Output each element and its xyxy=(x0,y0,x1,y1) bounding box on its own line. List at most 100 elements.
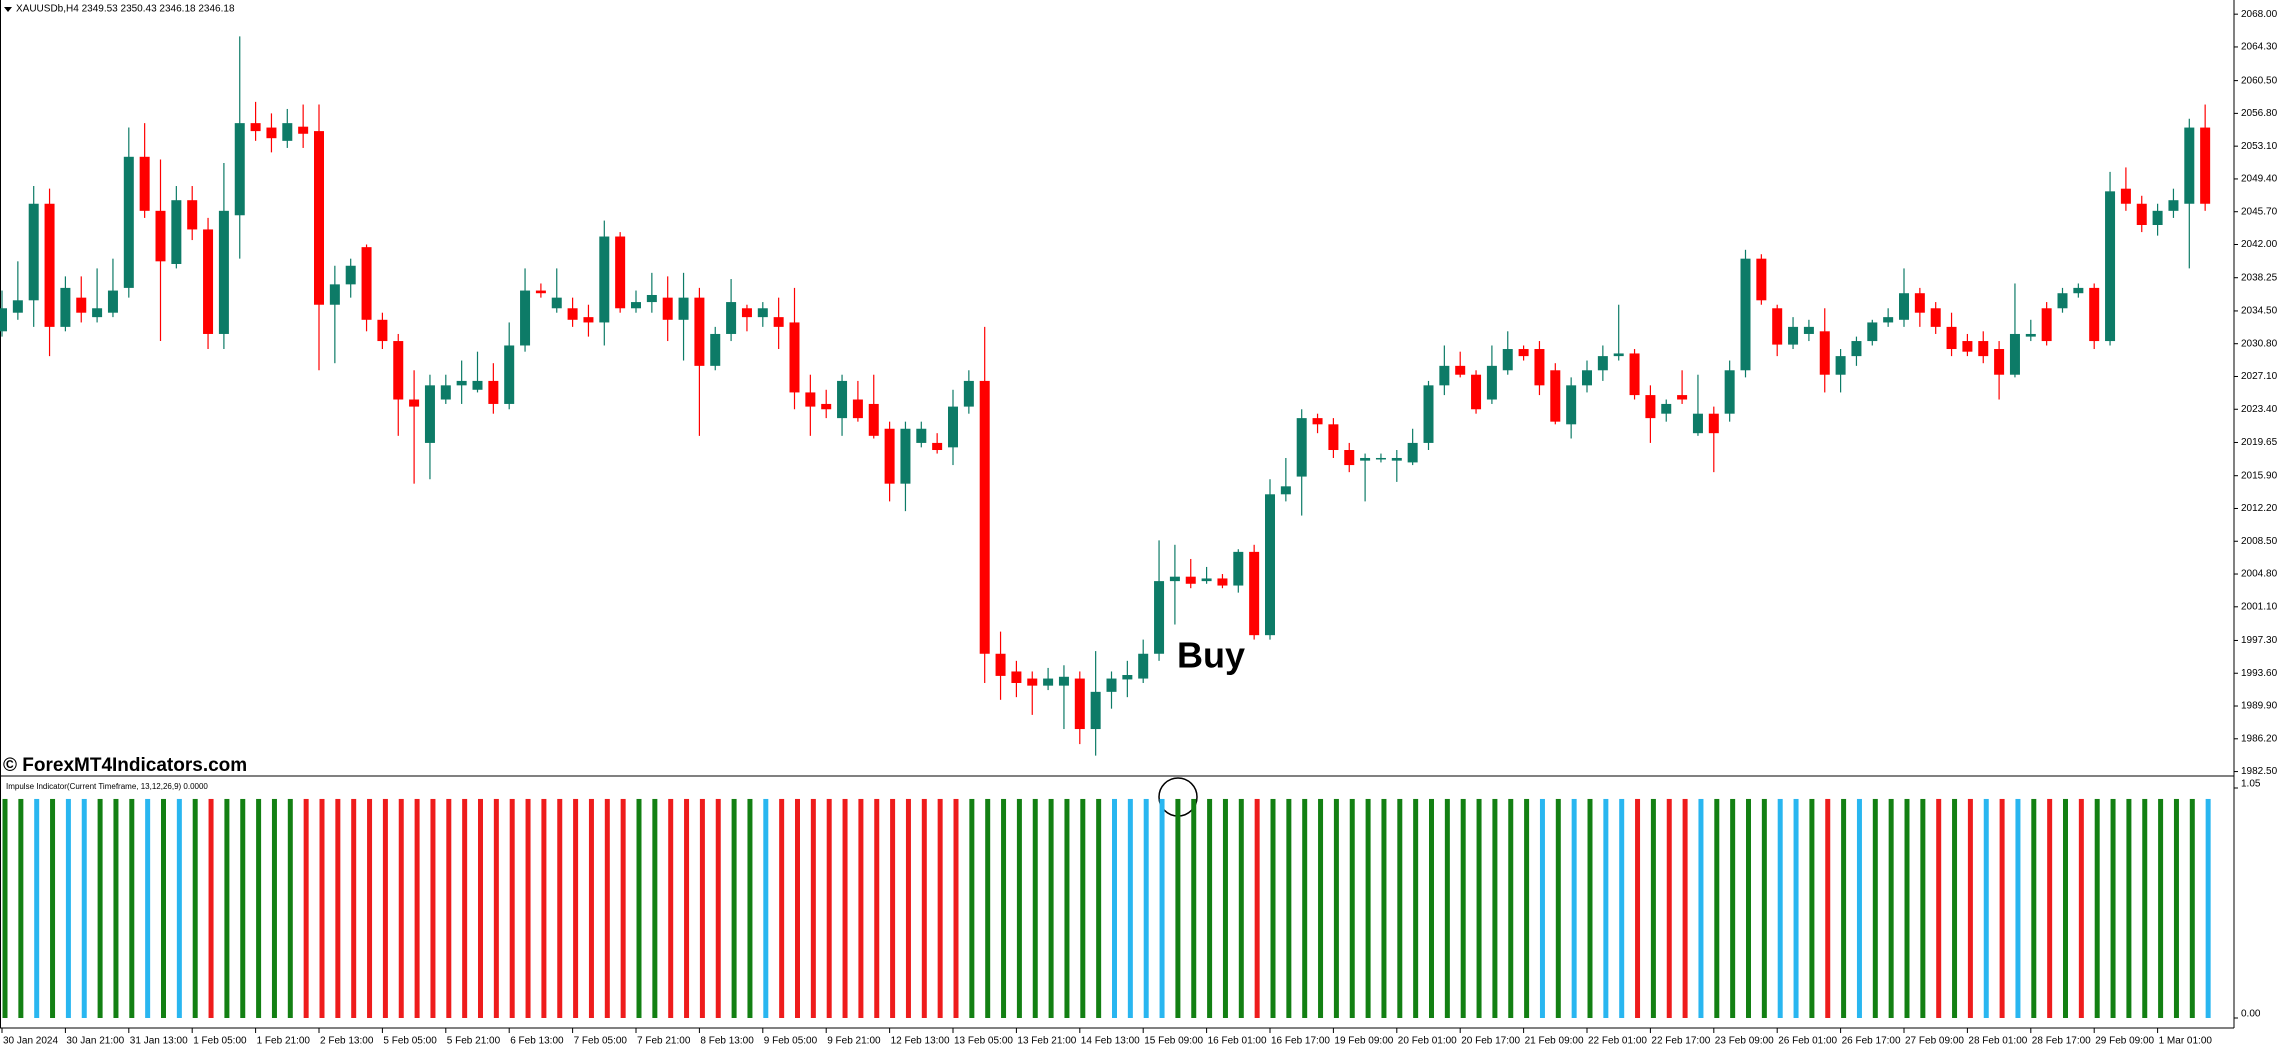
y-tick-label: 2019.65 xyxy=(2241,437,2278,448)
candle-body xyxy=(1645,395,1656,419)
candle-body xyxy=(171,200,182,264)
candle-body xyxy=(948,406,958,448)
indicator-bar xyxy=(668,798,674,1018)
indicator-bar xyxy=(2063,798,2068,1018)
indicator-bar xyxy=(874,798,880,1018)
indicator-bar xyxy=(858,798,864,1018)
indicator-bar xyxy=(2,798,8,1018)
candle-body xyxy=(916,428,927,443)
candle-body xyxy=(1439,365,1450,386)
x-tick-label: 5 Feb 21:00 xyxy=(447,1036,501,1047)
indicator-bar xyxy=(779,798,785,1018)
candle-body xyxy=(1391,457,1402,461)
candle-body xyxy=(2025,333,2036,337)
indicator-bar xyxy=(1048,798,1054,1018)
indicator-bar xyxy=(478,798,483,1018)
indicator-bar xyxy=(367,798,373,1018)
indicator-bar xyxy=(1856,798,1862,1018)
y-tick-label: 2008.50 xyxy=(2241,536,2278,547)
candle-body xyxy=(821,403,832,410)
y-tick-label: 2060.50 xyxy=(2241,75,2278,86)
candle-body xyxy=(1946,326,1957,350)
candle-body xyxy=(1978,341,1989,357)
candle-body xyxy=(266,127,277,139)
indicator-bar xyxy=(1397,798,1403,1018)
candle-body xyxy=(1011,671,1022,683)
x-tick-label: 1 Feb 05:00 xyxy=(193,1036,247,1047)
indicator-bar xyxy=(1222,798,1228,1018)
candle-body xyxy=(203,229,214,334)
x-tick-label: 20 Feb 17:00 xyxy=(1461,1036,1520,1047)
indicator-bar xyxy=(2189,798,2195,1018)
indicator-bar xyxy=(224,798,230,1018)
candle-body xyxy=(1122,675,1133,680)
indicator-bar xyxy=(2126,798,2132,1018)
indicator-bar xyxy=(414,798,420,1018)
candle-body xyxy=(393,341,404,400)
y-tick-label: 2042.00 xyxy=(2241,239,2278,250)
candle-body xyxy=(60,287,71,327)
candle-body xyxy=(710,333,721,366)
indicator-bar xyxy=(1333,798,1339,1018)
indicator-bar xyxy=(1476,798,1482,1018)
candle-body xyxy=(1201,578,1212,582)
candle-body xyxy=(1724,370,1735,414)
indicator-bar xyxy=(2158,798,2164,1018)
x-tick-label: 16 Feb 01:00 xyxy=(1208,1036,1267,1047)
x-tick-label: 19 Feb 09:00 xyxy=(1334,1036,1393,1047)
candle-body xyxy=(2089,287,2100,342)
indicator-bar xyxy=(2205,798,2211,1018)
indicator-bar xyxy=(1143,798,1149,1018)
candle-body xyxy=(1930,308,1941,327)
candle-body xyxy=(139,156,150,211)
y-tick-label: 2053.10 xyxy=(2241,141,2278,152)
indicator-bar xyxy=(541,798,547,1018)
indicator-bar xyxy=(1349,798,1355,1018)
indicator-bar xyxy=(2047,798,2053,1018)
y-tick-label: 2038.25 xyxy=(2241,272,2278,283)
indicator-bar xyxy=(1159,798,1165,1018)
indicator-bar xyxy=(1191,798,1197,1018)
candle-body xyxy=(44,203,55,327)
indicator-bar xyxy=(1635,798,1641,1018)
indicator-bar xyxy=(2078,798,2084,1018)
indicator-bar xyxy=(588,798,594,1018)
candle-body xyxy=(520,290,531,346)
indicator-bar xyxy=(1429,798,1434,1018)
indicator-bar xyxy=(1286,798,1292,1018)
candle-body xyxy=(1502,349,1513,371)
candle-body xyxy=(1090,691,1101,730)
x-tick-label: 6 Feb 13:00 xyxy=(510,1036,564,1047)
indicator-bar xyxy=(1587,798,1593,1018)
candle-body xyxy=(1534,349,1545,386)
x-tick-label: 8 Feb 13:00 xyxy=(700,1036,754,1047)
candle-body xyxy=(2136,203,2147,226)
indicator-bar xyxy=(351,798,357,1018)
candle-body xyxy=(2105,191,2116,342)
candle-body xyxy=(1423,385,1434,443)
indicator-bar xyxy=(446,798,452,1018)
indicator-bar xyxy=(1571,798,1577,1018)
indicator-bar xyxy=(699,798,705,1018)
indicator-bar xyxy=(905,798,911,1018)
indicator-bar xyxy=(1381,798,1387,1018)
candle-body xyxy=(377,319,388,342)
indicator-bar xyxy=(145,798,151,1018)
indicator-bar xyxy=(747,798,753,1018)
x-tick-label: 14 Feb 13:00 xyxy=(1081,1036,1140,1047)
indicator-bar xyxy=(795,798,800,1018)
indicator-bar xyxy=(382,798,388,1018)
y-tick-label: 2023.40 xyxy=(2241,404,2278,415)
indicator-bar xyxy=(1730,798,1736,1018)
indicator-bar xyxy=(65,798,71,1018)
candle-body xyxy=(1154,581,1165,654)
candle-body xyxy=(1597,356,1608,371)
indicator-bar xyxy=(1508,798,1514,1018)
x-tick-label: 1 Feb 21:00 xyxy=(257,1036,311,1047)
indicator-bar xyxy=(1112,798,1117,1018)
indicator-bar xyxy=(430,798,436,1018)
candle-body xyxy=(662,297,673,320)
indicator-bar xyxy=(176,798,182,1018)
candle-body xyxy=(1788,326,1799,345)
x-tick-label: 16 Feb 17:00 xyxy=(1271,1036,1330,1047)
